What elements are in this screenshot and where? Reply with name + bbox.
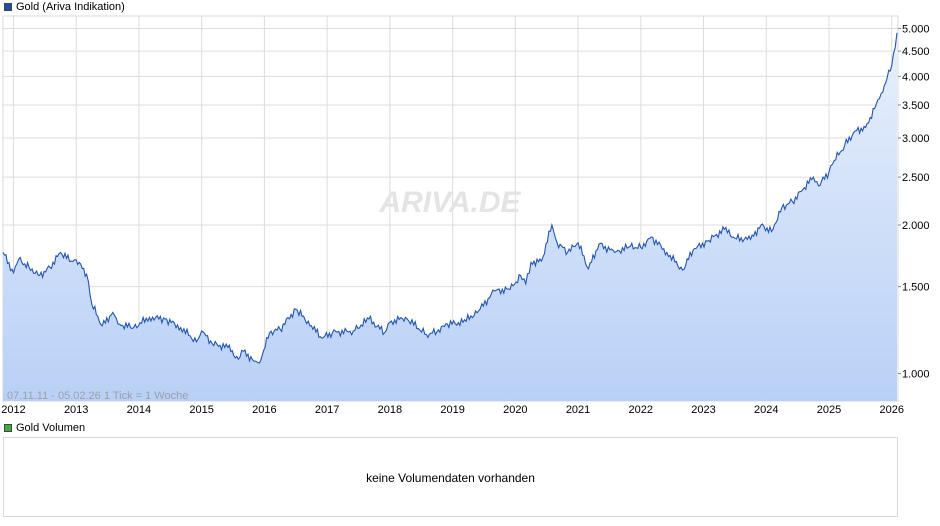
price-line [2,32,898,364]
x-tick-label: 2015 [189,404,213,416]
y-axis: 1.000 1.500 2.000 2.500 3.000 3.500 4.000 4.500… [898,23,930,381]
y-tick-label: 4.000 [902,71,930,83]
price-chart: ARIVA.DE 07.11.11 - 05.02.26 1 Tick = 1 … [1,15,930,416]
legend-volume: Gold Volumen [4,422,85,434]
y-tick-label: 2.000 [902,220,930,232]
x-tick-label: 2018 [378,404,402,416]
x-tick-label: 2026 [879,404,903,416]
price-area [3,32,897,402]
y-tick-label: 1.000 [902,369,930,381]
legend-volume-label: Gold Volumen [16,422,86,434]
y-tick-label: 3.000 [902,133,930,145]
watermark: ARIVA.DE [378,186,521,219]
range-info: 07.11.11 - 05.02.26 1 Tick = 1 Woche [7,390,188,402]
x-tick-label: 2022 [629,404,653,416]
x-tick-label: 2012 [1,404,25,416]
x-tick-label: 2023 [691,404,715,416]
y-tick-label: 2.500 [902,172,930,184]
legend-gold-swatch [4,3,12,11]
x-tick-label: 2024 [754,404,778,416]
x-tick-label: 2013 [64,404,88,416]
y-tick-label: 3.500 [902,100,930,112]
x-tick-label: 2020 [503,404,527,416]
x-tick-label: 2017 [315,404,339,416]
volume-message: keine Volumendaten vorhanden [366,471,535,485]
y-tick-label: 1.500 [902,282,930,294]
x-tick-label: 2025 [817,404,841,416]
legend-gold: Gold (Ariva Indikation) [4,1,125,13]
x-tick-label: 2019 [440,404,464,416]
x-tick-label: 2021 [566,404,590,416]
x-tick-label: 2014 [127,404,151,416]
x-axis: 2012 2013 2014 2015 2016 2017 2018 2019 2020 2021… [1,404,904,416]
x-tick-label: 2016 [252,404,276,416]
y-tick-label: 5.000 [902,23,930,35]
volume-panel: keine Volumendaten vorhanden [3,437,898,517]
legend-volume-swatch [4,424,12,432]
y-tick-label: 4.500 [902,46,930,58]
legend-gold-label: Gold (Ariva Indikation) [16,1,125,13]
